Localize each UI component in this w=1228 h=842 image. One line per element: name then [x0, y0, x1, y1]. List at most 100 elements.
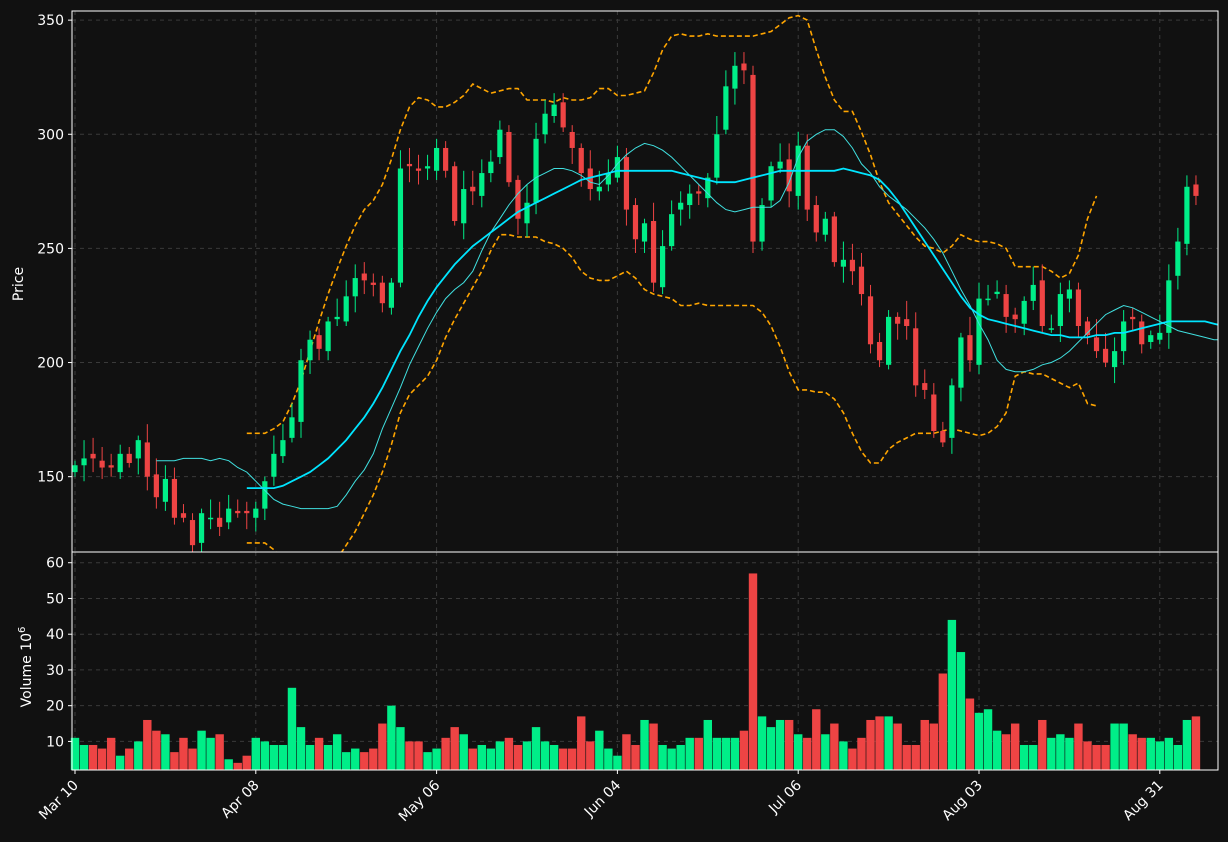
volume-bar [1010, 723, 1020, 770]
candle-body [1084, 321, 1091, 336]
candle-body [768, 166, 774, 201]
volume-bar [983, 709, 993, 770]
volume-bar [369, 748, 378, 770]
volume-bar [125, 748, 134, 770]
volume-bar [676, 744, 685, 770]
volume-bar [233, 762, 242, 770]
volume-bar [116, 755, 125, 770]
volume-tick-label: 40 [46, 627, 64, 643]
volume-bar [305, 744, 315, 770]
candle-body [560, 102, 566, 128]
candle-body [831, 216, 837, 263]
volume-bar [549, 744, 559, 770]
candle-body [1166, 280, 1172, 333]
volume-bar [287, 687, 297, 770]
volume-bar [586, 741, 595, 770]
volume-bar [1182, 719, 1192, 770]
candle-body [361, 273, 367, 281]
volume-bar [1092, 744, 1101, 770]
candle-body [1130, 316, 1136, 320]
candle-body [135, 440, 141, 459]
candle-body [226, 508, 232, 523]
volume-bar [351, 748, 360, 770]
volume-bar [378, 723, 387, 770]
volume-bar [134, 741, 143, 770]
volume-bar [504, 737, 514, 770]
volume-bar [224, 759, 233, 770]
candle-body [72, 465, 78, 473]
volume-bar [595, 730, 604, 770]
price-axis-title: Price [11, 267, 27, 301]
candle-body [424, 166, 431, 169]
volume-bar [1056, 734, 1065, 770]
volume-bar [757, 716, 767, 770]
candle-body [90, 453, 96, 459]
candle-body [244, 510, 250, 514]
candle-body [931, 394, 937, 432]
price-grid [72, 11, 1218, 552]
candle-body [1039, 280, 1045, 327]
candle-body [741, 63, 747, 71]
volume-bar [323, 744, 333, 770]
volume-bar [206, 737, 215, 770]
candle-body [849, 259, 856, 272]
price-tick-label: 350 [37, 13, 64, 29]
volume-bar [604, 748, 613, 770]
candle-body [759, 205, 765, 242]
volume-bar [152, 730, 161, 770]
candle-body [325, 321, 331, 352]
volume-bar [830, 723, 839, 770]
volume-bar [794, 734, 803, 770]
volume-bar [278, 744, 288, 770]
volume-bar [1191, 716, 1201, 770]
candle-body [822, 218, 828, 235]
candle-body [452, 166, 458, 222]
candle-body [379, 282, 385, 304]
candle-body [153, 474, 159, 498]
candle-body [714, 134, 720, 178]
candle-body [876, 341, 883, 361]
volume-bar [360, 752, 369, 770]
volume-bar [884, 716, 893, 770]
volume-bar [531, 727, 541, 770]
candle-body [217, 517, 223, 527]
candle-body [1093, 337, 1100, 352]
candle-body [650, 221, 657, 283]
volume-bar [1155, 741, 1164, 770]
upper-band-line [246, 14, 1098, 435]
candle-body [895, 316, 901, 324]
candle-body [515, 179, 521, 219]
volume-bar [179, 737, 188, 770]
candle-body [406, 163, 413, 167]
volume-bar [685, 737, 694, 770]
candle-body [922, 383, 928, 390]
volume-bar [251, 737, 260, 770]
volume-bar [875, 716, 884, 770]
moving-averages [156, 129, 1218, 510]
volume-bar [269, 744, 279, 770]
candle-body [723, 86, 729, 130]
volume-bar [920, 719, 929, 770]
candle-body [497, 129, 503, 158]
volume-bar [730, 737, 740, 770]
volume-bar [649, 723, 658, 770]
candle-body [840, 259, 846, 267]
volume-bar [106, 737, 116, 770]
candles [72, 52, 1199, 552]
volume-bar [1074, 723, 1083, 770]
candle-body [488, 161, 494, 174]
candle-body [117, 453, 123, 473]
candle-body [623, 157, 630, 210]
candle-body [370, 282, 376, 285]
candle-body [976, 298, 982, 365]
volume-panel-frame [71, 551, 1219, 771]
x-axis: Mar 10 Apr 08 May 06 Jun 04 Jul 06 Aug 03 Aug … [36, 770, 1167, 825]
candle-body [81, 458, 87, 466]
volume-bar [857, 737, 866, 770]
volume-bar [1146, 737, 1155, 770]
volume-bar [242, 755, 251, 770]
x-tick-label: Jun 04 [581, 777, 624, 820]
volume-bar [1128, 734, 1137, 770]
candle-body [696, 191, 702, 194]
x-tick-label: Apr 08 [218, 778, 262, 822]
